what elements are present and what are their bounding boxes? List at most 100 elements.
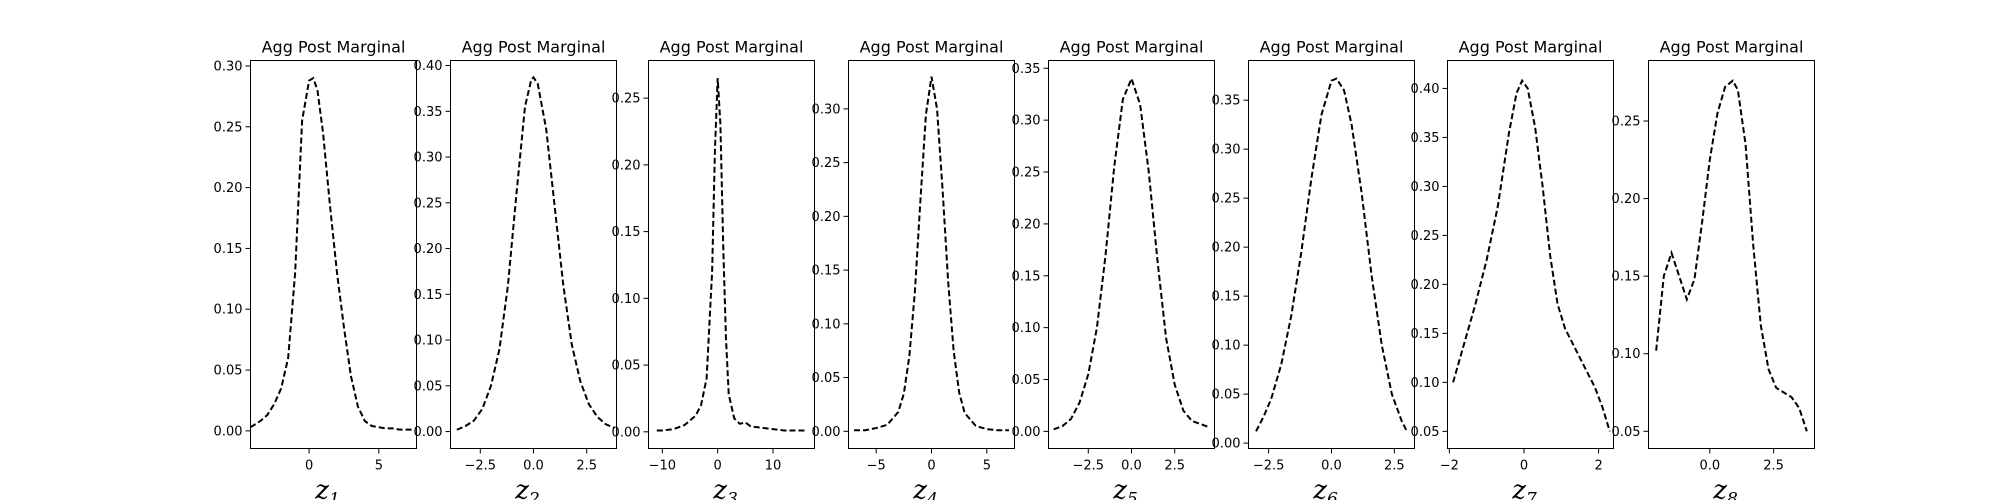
plot-frame [250, 60, 417, 449]
x-tick-label: 0.0 [523, 459, 544, 474]
y-tick-label: 0.10 [1212, 339, 1241, 354]
y-tick-label: 0.40 [1411, 82, 1440, 97]
density-curve [656, 78, 807, 432]
y-tick-label: 0.20 [612, 158, 641, 173]
x-tick-label: 0.0 [1699, 459, 1720, 474]
y-tick-label: 0.00 [1212, 437, 1241, 452]
y-tick-label: 0.05 [1012, 373, 1041, 388]
y-tick-label: 0.25 [414, 196, 443, 211]
y-tick-label: 0.00 [812, 425, 841, 440]
plot-frame [1648, 60, 1815, 449]
x-tick-label: 5 [983, 459, 991, 474]
x-tick-label: −5 [867, 459, 886, 474]
y-tick-label: 0.25 [214, 120, 243, 135]
y-tick-label: 0.25 [1012, 166, 1041, 181]
x-tick-label: 5 [375, 459, 383, 474]
x-axis-label-subscript: 6 [1327, 490, 1338, 500]
x-tick-label: 0 [1520, 459, 1528, 474]
y-tick-label: 0.05 [1612, 425, 1641, 440]
y-tick-label: 0.15 [612, 225, 641, 240]
y-tick-label: 0.15 [214, 242, 243, 257]
panel-6: Agg Post Marginal 0.00 0.05 0.10 0.15 0.20 0.2… [1212, 38, 1415, 500]
panel-5: Agg Post Marginal0.000.050.100.150.200.2… [1012, 38, 1215, 500]
panel-title: Agg Post Marginal [262, 38, 406, 57]
density-curve [1255, 77, 1408, 432]
panel-2: Agg Post Marginal 0.00 0.05 0.10 0.15 0.20 0.2… [414, 38, 617, 500]
y-tick-label: 0.20 [1411, 278, 1440, 293]
y-tick-label: 0.20 [1012, 217, 1041, 232]
y-tick-label: 0.15 [1212, 290, 1241, 305]
x-tick-label: 10 [765, 459, 782, 474]
x-axis-label-subscript: 7 [1526, 490, 1537, 500]
x-axis-label-subscript: 2 [528, 490, 540, 500]
y-tick-label: 0.35 [1212, 94, 1241, 109]
y-tick-label: 0.15 [812, 264, 841, 279]
y-tick-label: 0.00 [414, 425, 443, 440]
plot-frame [1447, 60, 1614, 449]
x-axis-label: z3 [712, 476, 738, 500]
y-tick-label: 0.30 [812, 102, 841, 117]
x-axis-label: z6 [1312, 476, 1338, 500]
x-axis-label: z5 [1112, 476, 1138, 500]
plot-frame [1248, 60, 1415, 449]
y-tick-label: 0.05 [1212, 388, 1241, 403]
x-tick-label: 2.5 [576, 459, 597, 474]
x-axis-label-main: z [1312, 476, 1327, 500]
x-axis-label: z7 [1511, 476, 1537, 500]
x-axis-label-subscript: 8 [1727, 490, 1738, 500]
x-tick-label: 2.5 [1384, 459, 1405, 474]
y-tick-label: 0.25 [1411, 229, 1440, 244]
x-axis-label-main: z [912, 476, 927, 500]
panel-8: Agg Post Marginal 0.05 0.10 0.15 0.20 0.25 0.0… [1612, 38, 1815, 500]
plot-frame [848, 60, 1015, 449]
y-tick-label: 0.25 [1212, 192, 1241, 207]
x-axis-label-main: z [514, 476, 529, 500]
density-curve [854, 76, 1009, 432]
panel-4: Agg Post Marginal 0.00 0.05 0.10 0.15 0.20 0.2… [812, 38, 1015, 500]
y-tick-label: 0.20 [214, 181, 243, 196]
x-tick-label: 0 [305, 459, 313, 474]
x-tick-label: 0.0 [1321, 459, 1342, 474]
x-tick-label: −10 [649, 459, 676, 474]
panel-7: Agg Post Marginal 0.05 0.10 0.15 0.20 0.25 0.3… [1411, 38, 1614, 500]
y-tick-label: 0.15 [1012, 269, 1041, 284]
y-tick-label: 0.10 [414, 334, 443, 349]
y-tick-label: 0.05 [812, 371, 841, 386]
y-tick-label: 0.00 [214, 424, 243, 439]
x-axis-label-main: z [712, 476, 727, 500]
y-tick-label: 0.00 [1012, 425, 1041, 440]
density-curve [1053, 75, 1210, 431]
y-tick-label: 0.05 [612, 359, 641, 374]
x-tick-label: 2.5 [1763, 459, 1784, 474]
y-tick-label: 0.25 [1612, 115, 1641, 130]
y-tick-label: 0.35 [414, 105, 443, 120]
x-axis-label-subscript: 3 [727, 490, 738, 500]
x-tick-label: 0 [714, 459, 722, 474]
panel-title: Agg Post Marginal [462, 38, 606, 57]
panel-1: Agg Post Marginal 0.00 0.05 0.10 0.15 0.20 0.2… [214, 38, 417, 500]
y-tick-label: 0.35 [1411, 131, 1440, 146]
y-tick-label: 0.30 [414, 151, 443, 166]
y-tick-label: 0.25 [812, 156, 841, 171]
x-axis-label-main: z [1511, 476, 1526, 500]
y-tick-label: 0.05 [1411, 425, 1440, 440]
y-tick-label: 0.20 [1212, 241, 1241, 256]
x-axis-label: z2 [514, 476, 540, 500]
x-axis-label: z1 [314, 476, 340, 500]
y-tick-label: 0.40 [414, 59, 443, 74]
x-axis-label-main: z [1112, 476, 1127, 500]
plot-frame [450, 60, 617, 449]
y-tick-label: 0.15 [1411, 327, 1440, 342]
x-axis-label-subscript: 4 [926, 490, 938, 500]
x-tick-label: −2.5 [1072, 459, 1104, 474]
panel-title: Agg Post Marginal [860, 38, 1004, 57]
y-tick-label: 0.30 [1411, 180, 1440, 195]
density-curve [456, 75, 615, 431]
panel-title: Agg Post Marginal [1459, 38, 1603, 57]
x-axis-label: z8 [1712, 476, 1738, 500]
y-tick-label: 0.10 [812, 317, 841, 332]
y-tick-label: 0.10 [1411, 376, 1440, 391]
x-tick-label: −2.5 [1253, 459, 1285, 474]
y-tick-label: 0.15 [1612, 270, 1641, 285]
y-tick-label: 0.10 [214, 303, 243, 318]
